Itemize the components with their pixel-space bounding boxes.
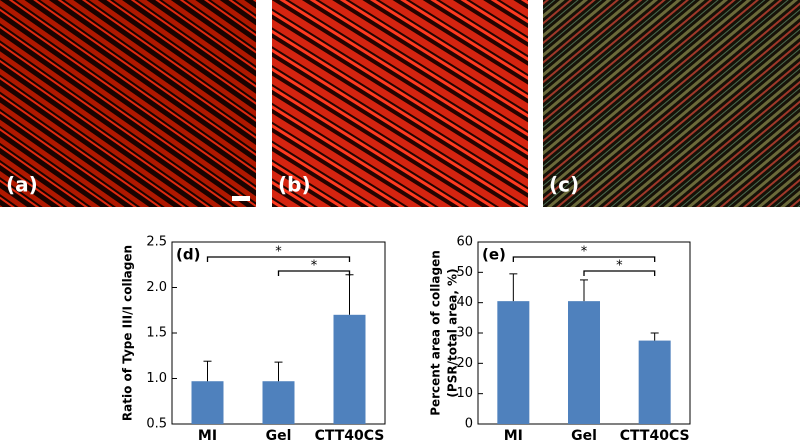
bar	[638, 340, 671, 424]
panel-label: (a)	[6, 173, 38, 197]
significance-bracket	[277, 270, 351, 276]
micrograph	[543, 0, 800, 207]
y-tick-label: 10	[456, 386, 473, 401]
x-tick-label: Gel	[266, 428, 292, 442]
y-tick-label: 30	[456, 326, 473, 341]
y-axis-label: (PSR/total area, %)	[446, 268, 460, 397]
y-tick-label: 1.0	[146, 371, 167, 386]
bar	[191, 381, 224, 424]
y-axis-label: Percent area of collagen	[429, 250, 443, 416]
x-tick-label: Gel	[571, 428, 597, 442]
bar	[568, 301, 600, 424]
y-tick-label: 0	[465, 417, 473, 432]
y-tick-label: 60	[456, 235, 473, 250]
significance-label: *	[275, 245, 282, 260]
panel-label: (b)	[278, 173, 311, 197]
x-tick-label: MI	[198, 428, 217, 442]
micrograph	[272, 0, 528, 207]
y-tick-label: 50	[456, 265, 473, 280]
significance-label: *	[311, 259, 318, 274]
bar	[497, 301, 530, 424]
significance-bracket	[583, 270, 656, 276]
micrograph	[0, 0, 256, 207]
panel-label: (e)	[482, 246, 506, 264]
panel-label: (d)	[176, 246, 200, 264]
bar	[333, 314, 366, 424]
x-tick-label: MI	[504, 428, 523, 442]
bar	[262, 381, 295, 424]
y-axis-label: Ratio of Type III/I collagen	[121, 245, 135, 421]
significance-bracket	[206, 256, 351, 262]
significance-label: *	[616, 259, 623, 274]
panel-label: (c)	[549, 173, 579, 197]
x-tick-label: CTT40CS	[620, 428, 690, 442]
y-tick-label: 0.5	[146, 417, 167, 432]
y-tick-label: 2.0	[146, 280, 167, 295]
y-tick-label: 20	[456, 356, 473, 371]
y-tick-label: 1.5	[146, 326, 167, 341]
x-tick-label: CTT40CS	[315, 428, 385, 442]
significance-label: *	[581, 245, 588, 260]
y-tick-label: 2.5	[146, 235, 167, 250]
scale-bar	[232, 196, 250, 201]
significance-bracket	[512, 256, 656, 262]
y-tick-label: 40	[456, 295, 473, 310]
